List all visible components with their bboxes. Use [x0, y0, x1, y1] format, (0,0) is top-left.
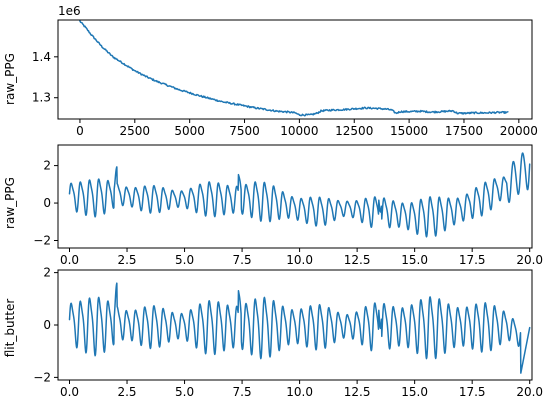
middle-chart-panel: raw_PPG 0.0 2.5 5.0 7.5 10.0 12.5 15.0 17.5 20.0…: [3, 144, 543, 267]
middle-chart-x-tick-label: 15.0: [401, 253, 428, 267]
middle-chart-x-tick-label: 10.0: [286, 253, 313, 267]
middle-chart-series-line: [68, 152, 531, 238]
top-chart-x-tick-label: 20000: [500, 124, 538, 138]
top-chart-series-line: [79, 20, 509, 117]
top-chart-panel: 1e6 raw_PPG 0 2500 5000 7500 10000 12500 15000…: [3, 4, 538, 138]
top-chart-x-tick-label: 15000: [390, 124, 428, 138]
middle-chart-x-tick-label: 17.5: [459, 253, 486, 267]
middle-chart-plot-frame: [57, 144, 533, 249]
middle-chart-y-axis-label: raw_PPG: [3, 177, 17, 229]
middle-chart-x-tick-label: 7.5: [233, 253, 252, 267]
middle-chart-x-tick-label: 0.0: [60, 253, 79, 267]
top-chart-offset-text: 1e6: [58, 4, 81, 18]
top-chart-x-tick-label: 12500: [335, 124, 373, 138]
top-chart-x-tick-label: 17500: [445, 124, 483, 138]
middle-chart-x-tick-label: 12.5: [344, 253, 371, 267]
top-chart-x-tick-label: 5000: [174, 124, 205, 138]
bottom-chart-y-tick-label: 0: [43, 318, 51, 332]
bottom-chart-x-tick-label: 0.0: [60, 385, 79, 399]
bottom-chart-x-tick-label: 2.5: [117, 385, 136, 399]
bottom-chart-x-tick-label: 5.0: [175, 385, 194, 399]
bottom-chart-y-axis-label: flit_butter: [3, 299, 17, 358]
top-chart-plot-frame: [57, 19, 533, 120]
bottom-chart-y-tick-label: −2: [33, 370, 51, 384]
top-chart-y-tick-label: 1.3: [32, 91, 51, 105]
bottom-chart-panel: flit_butter 0.0 2.5 5.0 7.5 10.0 12.5 15.0 17.5…: [3, 266, 543, 399]
bottom-chart-x-tick-label: 17.5: [459, 385, 486, 399]
middle-chart-x-tick-label: 5.0: [175, 253, 194, 267]
middle-chart-y-tick-label: 2: [43, 159, 51, 173]
bottom-chart-x-tick-label: 10.0: [286, 385, 313, 399]
bottom-chart-x-tick-label: 7.5: [233, 385, 252, 399]
bottom-chart-x-tick-label: 20.0: [516, 385, 543, 399]
bottom-chart-x-tick-label: 12.5: [344, 385, 371, 399]
top-chart-x-tick-label: 0: [76, 124, 84, 138]
bottom-chart-x-tick-label: 15.0: [401, 385, 428, 399]
top-chart-y-axis-label: raw_PPG: [3, 53, 17, 105]
bottom-chart-series-line: [68, 282, 531, 374]
middle-chart-y-tick-label: 0: [43, 196, 51, 210]
top-chart-x-tick-label: 10000: [280, 124, 318, 138]
bottom-chart-y-tick-label: 2: [43, 266, 51, 280]
top-chart-x-tick-label: 2500: [120, 124, 151, 138]
middle-chart-x-tick-label: 2.5: [117, 253, 136, 267]
top-chart-x-tick-label: 7500: [229, 124, 260, 138]
middle-chart-y-tick-label: −2: [33, 234, 51, 248]
top-chart-y-tick-label: 1.4: [32, 50, 51, 64]
middle-chart-x-tick-label: 20.0: [516, 253, 543, 267]
